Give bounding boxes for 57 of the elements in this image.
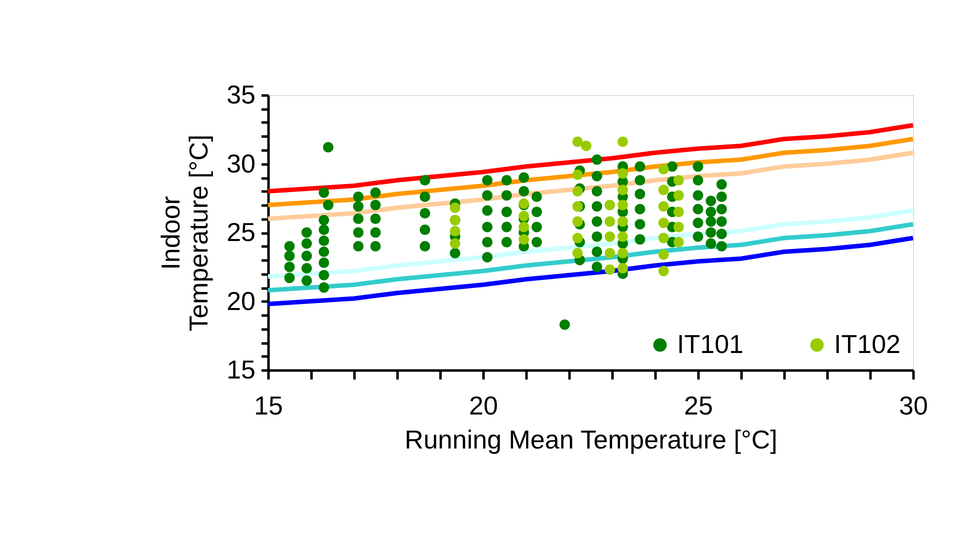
point: [518, 210, 530, 222]
point: [572, 216, 583, 227]
point: [673, 236, 684, 248]
point: [572, 186, 583, 196]
x-tick-label: 30: [899, 390, 928, 420]
point: [572, 136, 583, 147]
x-tick-label: 25: [684, 390, 713, 420]
line-series: [266, 123, 916, 194]
point: [604, 216, 616, 227]
point: [673, 175, 684, 186]
point: [604, 200, 616, 210]
point: [658, 218, 669, 228]
line-series: [266, 222, 916, 292]
point: [580, 140, 592, 152]
x-tick-label: 20: [469, 390, 498, 420]
point: [572, 248, 583, 258]
y-axis-title: Indoor Temperature [°C]: [156, 134, 214, 332]
point: [618, 168, 628, 179]
point: [658, 266, 669, 276]
line-series: [266, 236, 916, 306]
legend-label: IT102: [834, 329, 900, 359]
point: [518, 234, 530, 245]
point: [572, 232, 583, 244]
point: [450, 202, 460, 213]
point: [572, 170, 583, 180]
line-series: [266, 136, 916, 208]
point: [618, 136, 628, 147]
point: [604, 248, 616, 258]
point: [673, 222, 684, 232]
point: [604, 231, 616, 242]
point: [658, 184, 669, 196]
point: [618, 184, 628, 196]
line-series: [266, 208, 916, 279]
y-tick-label: 30: [226, 148, 256, 178]
point: [618, 231, 628, 242]
point: [658, 164, 669, 174]
legend-label: IT101: [677, 329, 744, 359]
x-tick-label: 15: [254, 390, 283, 420]
point: [618, 200, 628, 210]
point: [572, 201, 583, 212]
point: [658, 201, 669, 212]
y-tick-label: 20: [226, 286, 256, 316]
x-axis-title: Running Mean Temperature [°C]: [404, 424, 778, 454]
point: [618, 216, 628, 227]
point: [450, 238, 460, 249]
point: [673, 206, 684, 218]
point: [604, 264, 616, 275]
point: [450, 226, 460, 236]
y-tick-label: 25: [226, 217, 256, 247]
point: [518, 222, 530, 232]
point: [673, 190, 684, 201]
point: [658, 249, 669, 260]
point: [618, 263, 628, 274]
y-tick-label: 35: [226, 80, 256, 110]
point: [658, 232, 669, 244]
y-tick-label: 15: [226, 354, 256, 384]
point: [618, 248, 628, 258]
